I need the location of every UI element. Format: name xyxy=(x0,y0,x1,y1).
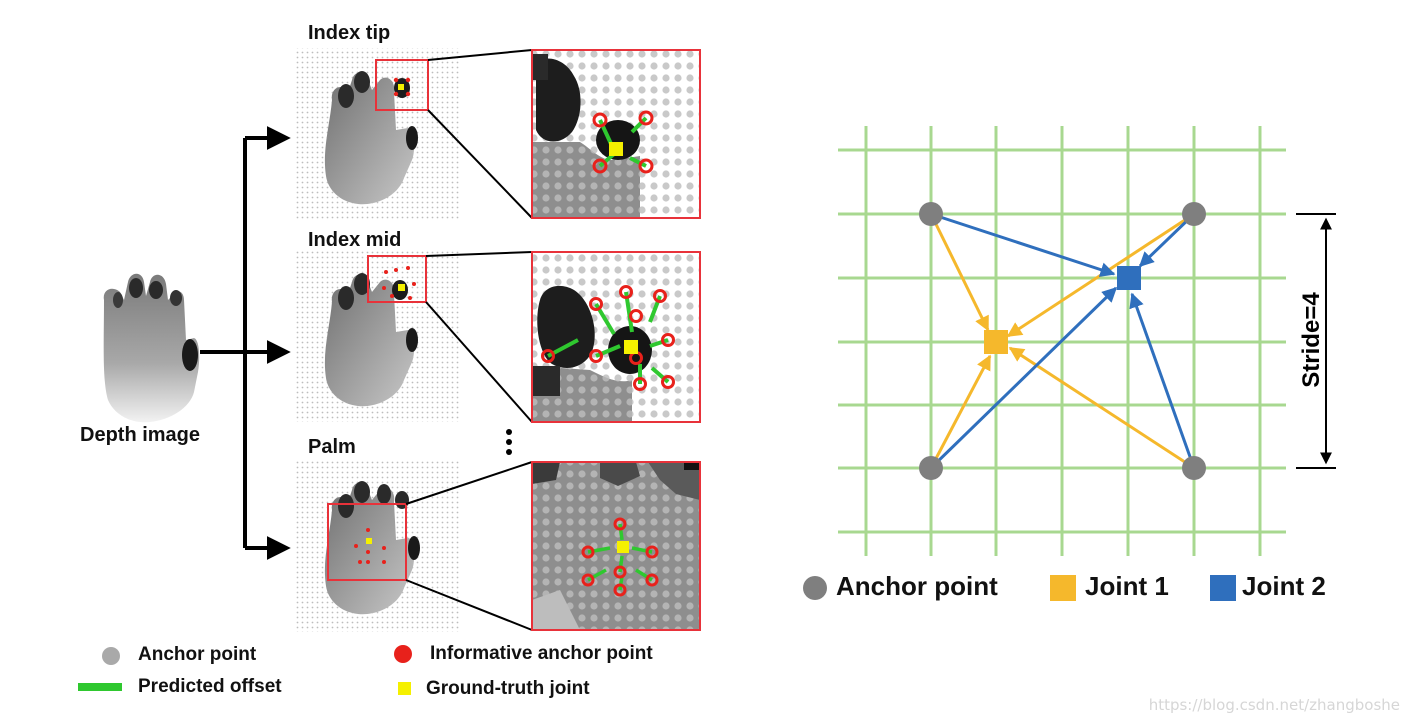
legend-anchor-point-label: Anchor point xyxy=(138,644,257,665)
right-legend-joint1-label: Joint 1 xyxy=(1085,571,1169,601)
anchor-points xyxy=(919,202,1206,480)
stride-dimension xyxy=(1296,213,1336,469)
legend-joint1-icon xyxy=(1050,575,1076,601)
panel-label-index-tip: Index tip xyxy=(308,22,391,44)
anchor-point-top-right xyxy=(1182,202,1206,226)
joint1-marker xyxy=(984,330,1008,354)
panel-index-tip xyxy=(294,48,701,220)
legend-joint2-icon xyxy=(1210,575,1236,601)
legend-ground-truth-joint-icon xyxy=(398,682,411,695)
panel-label-index-mid: Index mid xyxy=(308,229,402,251)
right-legend-anchor-label: Anchor point xyxy=(836,571,998,601)
legend-anchor-point-icon xyxy=(102,647,120,665)
branch-arrows xyxy=(200,126,291,560)
panel-palm xyxy=(294,460,701,632)
legend-anchor-point-gray-icon xyxy=(803,576,827,600)
anchor-point-bottom-right xyxy=(1182,456,1206,480)
panel-label-palm: Palm xyxy=(308,436,356,458)
legend-predicted-offset-icon xyxy=(78,683,122,691)
legend-informative-anchor-label: Informative anchor point xyxy=(430,643,653,664)
depth-image-label: Depth image xyxy=(80,424,201,446)
legend-informative-anchor-icon xyxy=(394,645,412,663)
anchor-point-top-left xyxy=(919,202,943,226)
legend-predicted-offset-label: Predicted offset xyxy=(138,676,282,697)
joint2-marker xyxy=(1117,266,1141,290)
stride-label: Stride=4 xyxy=(1298,292,1325,388)
joint2-offset-arrows xyxy=(929,212,1196,470)
anchor-point-bottom-left xyxy=(919,456,943,480)
depth-image xyxy=(103,273,200,423)
right-legend-joint2-label: Joint 2 xyxy=(1242,571,1326,601)
anchor-grid xyxy=(838,126,1286,556)
legend-ground-truth-joint-label: Ground-truth joint xyxy=(426,678,590,699)
left-legend-markers xyxy=(78,645,412,695)
ellipsis-icon xyxy=(506,429,512,455)
panel-index-mid xyxy=(294,250,701,423)
right-legend-markers xyxy=(803,575,1236,601)
watermark: https://blog.csdn.net/zhangboshe xyxy=(1148,696,1400,714)
